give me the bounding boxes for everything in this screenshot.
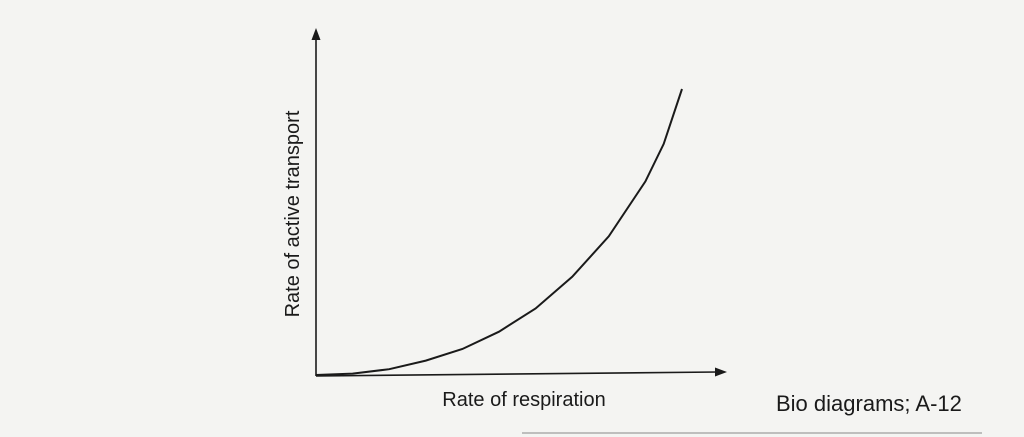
y-axis-arrow-icon [311,28,321,40]
x-axis [315,371,719,377]
figure-caption: Bio diagrams; A-12 [776,391,962,416]
y-axis-label: Rate of active transport [282,110,304,317]
x-axis-label: Rate of respiration [442,389,605,411]
curve-series [315,88,683,376]
x-axis-arrow-icon [715,367,727,377]
divider [522,432,982,434]
